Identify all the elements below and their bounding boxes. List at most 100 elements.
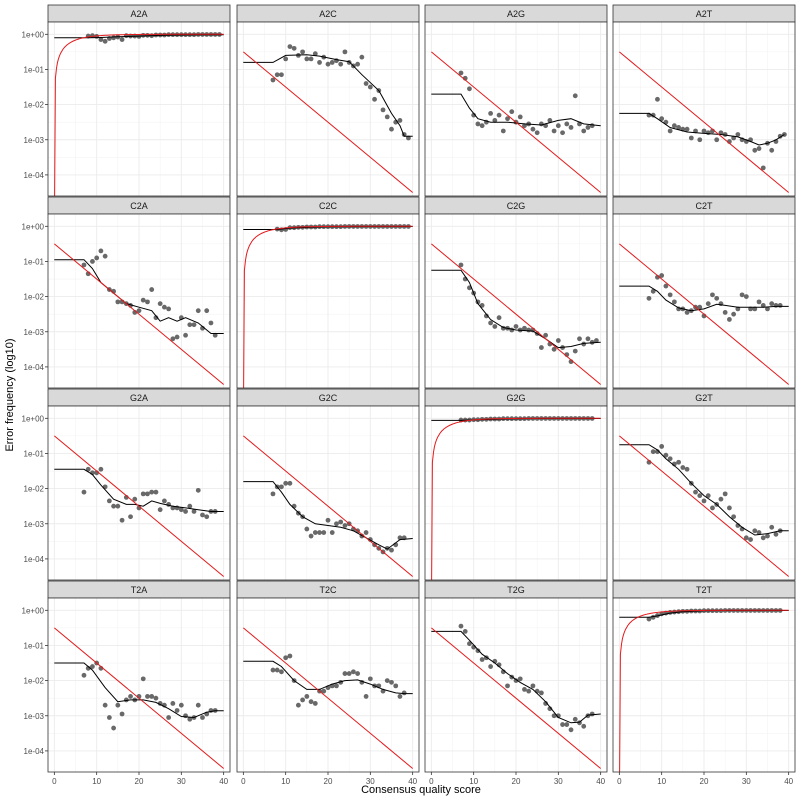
x-tick-label: 0 xyxy=(241,777,246,786)
panel-grid xyxy=(425,214,607,388)
data-point xyxy=(560,722,565,727)
panel-g2a: G2A 1e+00 1e-01 1e-02 1e-03 1e-04 xyxy=(22,388,231,581)
panel-t2a: T2A 1e+00 1e-01 1e-02 1e-03 1e-04 0 10 20 30 40 xyxy=(22,580,231,786)
data-point xyxy=(769,524,775,530)
panel-data xyxy=(243,627,413,769)
panel-grid xyxy=(237,22,419,196)
data-point xyxy=(329,60,335,65)
data-point xyxy=(401,690,407,696)
nominal-error-line xyxy=(54,33,224,196)
data-point xyxy=(200,715,205,720)
data-point xyxy=(157,301,163,307)
data-point xyxy=(547,706,553,712)
data-point xyxy=(646,295,652,301)
data-point xyxy=(363,81,369,86)
data-point xyxy=(350,669,356,675)
data-point xyxy=(111,503,117,509)
data-point xyxy=(406,135,411,141)
data-point xyxy=(115,299,121,305)
data-point xyxy=(551,346,557,352)
panel-border xyxy=(236,213,420,389)
data-point xyxy=(659,444,665,449)
panel-strip-label: A2G xyxy=(507,9,525,19)
data-point xyxy=(471,112,477,118)
data-point xyxy=(488,110,494,116)
data-point xyxy=(646,616,652,622)
data-point xyxy=(102,38,108,44)
fitted-line xyxy=(431,630,601,724)
data-point xyxy=(334,683,339,689)
panel-strip-label: C2C xyxy=(319,201,338,211)
data-point xyxy=(279,669,284,675)
data-point xyxy=(479,657,485,662)
data-point xyxy=(782,132,787,137)
data-point xyxy=(342,523,348,528)
nominal-error-line xyxy=(431,243,601,385)
data-point xyxy=(594,338,599,343)
data-point xyxy=(111,35,117,41)
data-point xyxy=(312,51,318,57)
data-point xyxy=(346,60,352,65)
data-point xyxy=(680,465,686,470)
panel-t2c: T2C 0 10 20 30 40 xyxy=(236,580,420,786)
data-point xyxy=(538,121,544,127)
panel-border xyxy=(47,405,231,581)
panel-g2g: G2G xyxy=(424,388,608,581)
data-point xyxy=(397,694,403,699)
data-point xyxy=(174,334,180,340)
x-tick-label: 10 xyxy=(281,777,290,786)
data-point xyxy=(505,683,510,689)
data-point xyxy=(585,125,591,130)
panel-data xyxy=(243,435,413,577)
panels-layer: A2A 1e+00 1e-01 1e-02 1e-03 1e-04 A2C A2G A2T C2A… xyxy=(22,4,796,786)
y-tick-label: 1e-02 xyxy=(24,101,45,110)
data-point xyxy=(81,489,87,495)
panel-t2t: T2T 0 10 20 30 40 xyxy=(612,580,796,786)
panel-strip-label: G2A xyxy=(130,393,148,403)
data-point xyxy=(291,45,297,51)
data-point xyxy=(697,137,703,143)
data-point xyxy=(769,301,775,307)
nominal-error-line xyxy=(54,627,224,769)
y-tick-label: 1e-03 xyxy=(24,712,45,721)
data-point xyxy=(384,678,390,684)
panel-strip-label: G2C xyxy=(319,393,338,403)
data-point xyxy=(543,701,549,706)
nominal-error-line xyxy=(431,51,601,193)
data-point xyxy=(659,273,665,278)
panel-g2c: G2C xyxy=(236,388,420,581)
data-point xyxy=(279,484,284,490)
data-point xyxy=(726,505,732,511)
nominal-error-line xyxy=(619,609,789,772)
panel-grid xyxy=(48,598,230,772)
x-tick-label: 40 xyxy=(784,777,793,786)
data-point xyxy=(572,93,578,99)
data-point xyxy=(496,112,502,118)
data-point xyxy=(389,547,394,553)
panel-border xyxy=(612,213,796,389)
data-point xyxy=(718,496,724,502)
data-point xyxy=(270,667,276,673)
fitted-line xyxy=(243,481,413,550)
y-tick-label: 1e-01 xyxy=(24,257,45,266)
data-point xyxy=(283,56,289,62)
data-point xyxy=(304,56,310,62)
data-point xyxy=(538,690,544,696)
panel-grid xyxy=(613,598,795,772)
data-point xyxy=(505,116,510,122)
data-point xyxy=(115,702,121,708)
data-point xyxy=(756,530,762,535)
data-point xyxy=(140,297,146,303)
data-point xyxy=(200,512,205,518)
fitted-line xyxy=(619,112,785,146)
data-point xyxy=(389,679,394,685)
panel-data xyxy=(431,243,601,385)
nominal-error-line xyxy=(619,243,789,385)
data-point xyxy=(547,118,553,123)
data-point xyxy=(581,128,587,134)
data-point xyxy=(773,302,779,308)
panel-border xyxy=(612,405,796,581)
data-point xyxy=(743,535,749,541)
panel-grid xyxy=(237,598,419,772)
